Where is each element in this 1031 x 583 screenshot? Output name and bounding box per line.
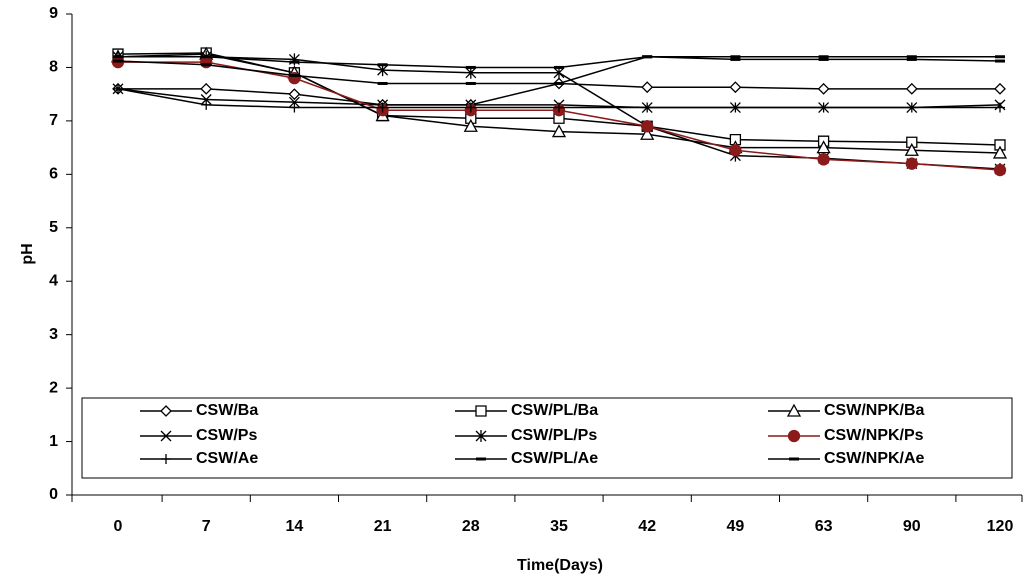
marker xyxy=(201,99,212,110)
marker xyxy=(377,102,388,113)
marker xyxy=(640,126,655,140)
legend-label: CSW/NPK/Ba xyxy=(824,402,925,419)
y-tick-label: 4 xyxy=(49,272,58,289)
marker xyxy=(787,429,801,443)
marker xyxy=(905,82,918,95)
legend-label: CSW/PL/Ae xyxy=(511,450,598,467)
marker xyxy=(786,403,802,417)
marker xyxy=(641,120,654,133)
y-tick-label: 1 xyxy=(49,433,58,450)
x-tick-label: 49 xyxy=(727,518,745,535)
x-tick-label: 63 xyxy=(815,518,833,535)
y-tick-label: 5 xyxy=(49,219,58,236)
x-tick-label: 14 xyxy=(286,518,304,535)
marker xyxy=(906,136,918,148)
marker xyxy=(465,102,476,113)
marker xyxy=(554,102,564,113)
marker xyxy=(641,81,654,94)
marker xyxy=(729,133,742,146)
legend-label: CSW/Ba xyxy=(196,402,258,419)
legend-label: CSW/NPK/Ps xyxy=(824,427,924,444)
marker xyxy=(160,430,172,442)
marker xyxy=(818,102,829,113)
marker xyxy=(730,102,741,113)
marker xyxy=(817,153,830,166)
x-tick-label: 120 xyxy=(987,518,1014,535)
y-tick-label: 0 xyxy=(49,486,58,503)
marker xyxy=(113,83,123,94)
marker xyxy=(160,405,172,417)
y-tick-label: 2 xyxy=(49,379,58,396)
marker xyxy=(817,82,830,95)
marker xyxy=(289,102,300,113)
marker xyxy=(200,94,212,105)
legend-label: CSW/PL/Ba xyxy=(511,402,598,419)
marker xyxy=(729,144,742,157)
legend-label: CSW/Ae xyxy=(196,450,258,467)
legend-label: CSW/PL/Ps xyxy=(511,427,597,444)
marker xyxy=(904,142,919,156)
marker xyxy=(475,430,487,442)
y-tick-label: 6 xyxy=(49,166,58,183)
marker xyxy=(729,81,742,94)
x-axis-label: Time(Days) xyxy=(517,557,603,574)
marker xyxy=(463,118,478,132)
marker xyxy=(475,405,487,417)
marker xyxy=(994,139,1006,151)
x-tick-label: 0 xyxy=(114,518,123,535)
marker xyxy=(906,102,917,113)
marker xyxy=(993,163,1007,177)
marker xyxy=(994,82,1006,95)
marker xyxy=(992,145,1008,159)
legend-label: CSW/Ps xyxy=(196,427,257,444)
x-tick-label: 90 xyxy=(903,518,921,535)
x-tick-label: 21 xyxy=(374,518,392,535)
x-tick-label: 35 xyxy=(550,518,568,535)
x-tick-label: 7 xyxy=(202,518,211,535)
marker xyxy=(905,157,918,170)
y-tick-label: 7 xyxy=(49,112,58,129)
marker xyxy=(551,124,567,138)
y-tick-label: 9 xyxy=(49,5,58,22)
legend-label: CSW/NPK/Ae xyxy=(824,450,925,467)
marker xyxy=(995,102,1005,113)
y-tick-label: 8 xyxy=(49,59,58,76)
y-axis-label: pH xyxy=(19,243,36,264)
x-tick-label: 28 xyxy=(462,518,480,535)
marker xyxy=(288,88,301,101)
marker xyxy=(161,454,171,464)
x-tick-label: 42 xyxy=(638,518,656,535)
legend-box xyxy=(81,397,1013,479)
marker xyxy=(288,96,300,108)
marker xyxy=(200,82,213,95)
marker xyxy=(642,102,653,113)
y-tick-label: 3 xyxy=(49,326,58,343)
